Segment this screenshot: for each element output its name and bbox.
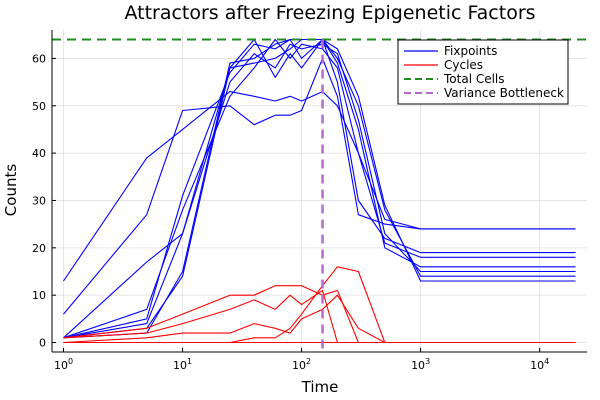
y-tick-label: 30 bbox=[32, 194, 46, 207]
y-tick-label: 20 bbox=[32, 242, 46, 255]
fixpoints-series-line-5 bbox=[63, 38, 576, 339]
legend-label: Cycles bbox=[444, 58, 483, 72]
fixpoints-series-line-7 bbox=[63, 38, 576, 339]
legend-label: Variance Bottleneck bbox=[444, 86, 564, 100]
chart-title: Attractors after Freezing Epigenetic Fac… bbox=[124, 2, 535, 24]
y-tick-label: 60 bbox=[32, 52, 46, 65]
fixpoints-series-line-1 bbox=[63, 91, 576, 282]
legend-label: Total Cells bbox=[443, 72, 505, 86]
x-tick-label: 102 bbox=[292, 357, 311, 372]
cycles-series-line-11 bbox=[63, 294, 576, 344]
fixpoints-series-line-2 bbox=[63, 57, 576, 315]
y-tick-label: 40 bbox=[32, 147, 46, 160]
cycles-series-line-10 bbox=[63, 289, 576, 344]
y-tick-label: 50 bbox=[32, 100, 46, 113]
cycles-series-line-12 bbox=[63, 266, 576, 344]
tick-label-layer: 100 101 102 103 104 0 10 20 30 40 50 60 bbox=[32, 52, 549, 372]
fixpoints-series-line-6 bbox=[63, 43, 576, 339]
series-layer bbox=[63, 38, 576, 344]
x-tick-label: 100 bbox=[54, 357, 73, 372]
x-axis-label: Time bbox=[301, 378, 339, 396]
x-tick-label: 103 bbox=[411, 357, 430, 372]
x-tick-label: 101 bbox=[173, 357, 192, 372]
legend-label: Fixpoints bbox=[444, 44, 497, 58]
y-tick-label: 10 bbox=[32, 289, 46, 302]
reference-line-layer bbox=[52, 38, 587, 352]
axis-layer bbox=[51, 30, 587, 353]
y-axis-label: Counts bbox=[2, 164, 20, 217]
x-tick-label: 104 bbox=[530, 357, 549, 372]
fixpoints-series-line-3 bbox=[63, 38, 576, 339]
y-tick-label: 0 bbox=[39, 337, 46, 350]
